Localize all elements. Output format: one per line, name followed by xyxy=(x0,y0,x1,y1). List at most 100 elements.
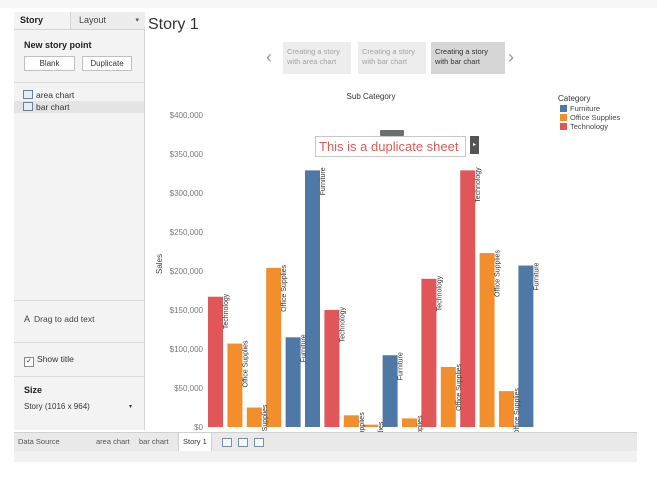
worksheet-icon xyxy=(23,90,33,99)
chart-bar[interactable] xyxy=(460,170,476,427)
chart-bar[interactable] xyxy=(227,343,243,427)
sheet-item-bar-chart[interactable]: bar chart xyxy=(14,101,144,113)
annotation-drag-grip[interactable] xyxy=(380,130,404,136)
annotation-menu-icon[interactable]: ▸ xyxy=(470,136,479,154)
chevron-down-icon: ▾ xyxy=(128,404,132,410)
bar-label: Office Supplies xyxy=(262,404,269,434)
chart-bar[interactable] xyxy=(479,253,495,427)
divider xyxy=(14,82,144,83)
legend-item[interactable]: Technology xyxy=(560,122,608,131)
bar-label: Furniture xyxy=(301,334,308,362)
legend-swatch xyxy=(560,123,567,130)
y-axis-label: Sales xyxy=(155,254,164,274)
story-point-2[interactable]: Creating a story with bar chart xyxy=(358,42,426,74)
bar-label: Office Supplies xyxy=(456,363,463,410)
worksheet-icon xyxy=(23,102,33,111)
story-side-panel: Story Layout ▾ New story point Blank Dup… xyxy=(14,12,145,430)
sheet-item-area-chart[interactable]: area chart xyxy=(14,89,144,101)
text-object-icon: A xyxy=(24,314,31,324)
y-tick-label: $0 xyxy=(194,423,203,432)
y-tick-label: $250,000 xyxy=(170,228,204,237)
bar-label: Office Supplies xyxy=(378,421,385,434)
story-title[interactable]: Story 1 xyxy=(148,16,199,33)
chart-bar[interactable] xyxy=(363,424,379,427)
status-bar xyxy=(14,451,637,462)
y-tick-label: $200,000 xyxy=(170,267,204,276)
bar-label: Furniture xyxy=(398,352,405,380)
duplicate-button[interactable]: Duplicate xyxy=(82,56,132,71)
story-point-1[interactable]: Creating a story with area chart xyxy=(283,42,351,74)
drag-to-add-text[interactable]: A Drag to add text xyxy=(24,314,95,324)
legend-item[interactable]: Office Supplies xyxy=(560,113,620,122)
chart-bar[interactable] xyxy=(208,296,223,427)
new-story-icon[interactable] xyxy=(254,438,264,447)
bar-label: Office Supplies xyxy=(417,415,424,434)
show-title-toggle[interactable]: ✓ Show title xyxy=(24,354,74,367)
bar-label: Technology xyxy=(223,293,230,329)
legend-item[interactable]: Furniture xyxy=(560,104,600,113)
tab-story-1[interactable]: Story 1 xyxy=(178,433,212,451)
sheet-label: area chart xyxy=(36,90,75,100)
y-tick-label: $350,000 xyxy=(170,150,204,159)
bar-chart: Sub Category Sales $0 $50,000 $100,000 $150… xyxy=(155,92,540,434)
tab-area-chart[interactable]: area chart xyxy=(96,437,130,446)
new-dashboard-icon[interactable] xyxy=(238,438,248,447)
bar-label: Office Supplies xyxy=(281,264,288,311)
chart-bar[interactable] xyxy=(518,265,534,427)
divider xyxy=(14,300,144,301)
chevron-down-icon: ▾ xyxy=(135,17,139,24)
chart-bar[interactable] xyxy=(266,267,282,427)
bar-label: Office Supplies xyxy=(514,388,521,434)
y-tick-label: $100,000 xyxy=(170,345,204,354)
chart-bar[interactable] xyxy=(421,278,437,427)
bar-label: Office Supplies xyxy=(242,340,249,387)
bar-label: Furniture xyxy=(533,262,540,290)
size-value: Story (1016 x 964) xyxy=(24,402,90,411)
chart-bar[interactable] xyxy=(343,415,359,427)
y-tick-label: $400,000 xyxy=(170,111,204,120)
story-point-3-active[interactable]: Creating a story with bar chart xyxy=(431,42,505,74)
show-title-label: Show title xyxy=(37,354,74,364)
chart-title: Sub Category xyxy=(347,92,396,101)
tab-layout[interactable]: Layout ▾ xyxy=(70,12,145,29)
bar-label: Office Supplies xyxy=(359,412,366,434)
legend-swatch xyxy=(560,114,567,121)
blank-button[interactable]: Blank xyxy=(24,56,75,71)
drag-text-label: Drag to add text xyxy=(34,314,95,324)
bar-label: Technology xyxy=(475,167,482,203)
previous-story-point-icon[interactable]: ‹ xyxy=(266,47,272,67)
chart-bar[interactable] xyxy=(285,337,301,427)
chart-bar[interactable] xyxy=(246,407,262,428)
legend-label: Technology xyxy=(570,122,608,131)
chart-bar[interactable] xyxy=(382,355,398,427)
legend-label: Furniture xyxy=(570,104,601,113)
chart-bar[interactable] xyxy=(402,418,417,427)
tab-data-source[interactable]: Data Source xyxy=(18,437,60,446)
tab-story[interactable]: Story xyxy=(20,15,44,25)
divider xyxy=(14,342,144,343)
legend-swatch xyxy=(560,105,567,112)
bar-label: Technology xyxy=(339,307,346,343)
chart-bar[interactable] xyxy=(499,391,514,427)
new-worksheet-icon[interactable] xyxy=(222,438,232,447)
size-dropdown[interactable]: Story (1016 x 964) ▾ xyxy=(24,402,134,411)
next-story-point-icon[interactable]: › xyxy=(508,47,514,67)
checkbox-checked-icon[interactable]: ✓ xyxy=(24,357,34,367)
legend-label: Office Supplies xyxy=(570,113,621,122)
y-tick-label: $50,000 xyxy=(174,384,203,393)
size-label: Size xyxy=(24,385,43,395)
chart-bar[interactable] xyxy=(305,170,320,427)
y-tick-label: $150,000 xyxy=(170,306,204,315)
tab-bar-chart[interactable]: bar chart xyxy=(139,437,169,446)
bar-label: Technology xyxy=(436,275,443,311)
new-story-point-label: New story point xyxy=(24,40,92,50)
y-tick-label: $300,000 xyxy=(170,189,204,198)
legend-title: Category xyxy=(558,94,591,103)
chart-bar[interactable] xyxy=(324,310,340,427)
bar-label: Office Supplies xyxy=(495,250,502,297)
annotation-text-box[interactable]: This is a duplicate sheet xyxy=(315,136,466,157)
panel-tabs: Story Layout ▾ xyxy=(14,12,145,30)
sheet-tabs-bar: Data Source area chart bar chart Story 1 xyxy=(14,432,637,451)
chart-bar[interactable] xyxy=(440,366,456,427)
top-band xyxy=(0,0,657,8)
